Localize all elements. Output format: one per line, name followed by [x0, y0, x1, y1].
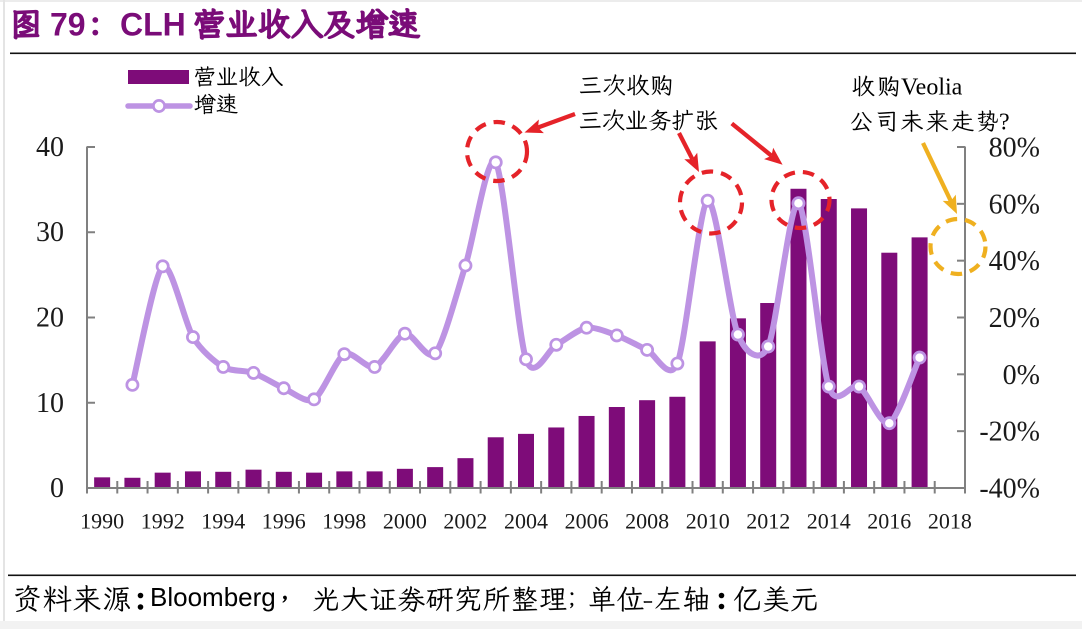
- svg-text:2008: 2008: [625, 509, 669, 534]
- svg-text:-40%: -40%: [979, 474, 1040, 505]
- svg-text:40%: 40%: [989, 246, 1040, 277]
- svg-text:10: 10: [36, 388, 64, 419]
- svg-text:20: 20: [36, 303, 64, 334]
- svg-text:0%: 0%: [1003, 360, 1040, 391]
- svg-text:1994: 1994: [201, 509, 245, 534]
- svg-text:20%: 20%: [989, 303, 1040, 334]
- svg-text:CLH: CLH: [120, 7, 186, 43]
- svg-text:1992: 1992: [141, 509, 185, 534]
- svg-text:40: 40: [36, 132, 64, 163]
- svg-text:2012: 2012: [746, 509, 790, 534]
- svg-text:1998: 1998: [322, 509, 366, 534]
- svg-text:2006: 2006: [565, 509, 609, 534]
- svg-text:2010: 2010: [686, 509, 730, 534]
- svg-text:0: 0: [50, 473, 64, 504]
- svg-text:-20%: -20%: [979, 417, 1040, 448]
- svg-text:2016: 2016: [867, 509, 911, 534]
- svg-text:?: ?: [999, 110, 1010, 136]
- svg-text:Veolia: Veolia: [901, 75, 963, 101]
- svg-text:2000: 2000: [383, 509, 427, 534]
- svg-text:Bloomberg: Bloomberg: [150, 582, 276, 612]
- svg-text:2004: 2004: [504, 509, 548, 534]
- svg-text:2002: 2002: [443, 509, 487, 534]
- svg-text:80%: 80%: [989, 133, 1040, 164]
- svg-text:60%: 60%: [989, 189, 1040, 220]
- svg-text:2014: 2014: [807, 509, 851, 534]
- svg-text:79: 79: [50, 7, 86, 43]
- svg-text:1990: 1990: [80, 509, 124, 534]
- svg-text:2018: 2018: [928, 509, 972, 534]
- svg-text:1996: 1996: [262, 509, 306, 534]
- svg-text:30: 30: [36, 217, 64, 248]
